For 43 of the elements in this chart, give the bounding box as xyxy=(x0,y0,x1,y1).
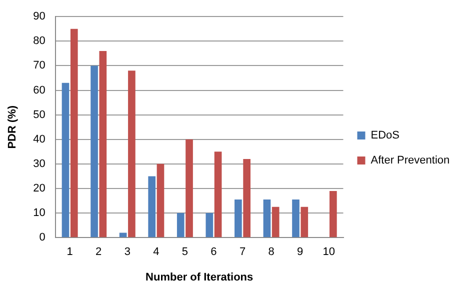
bar xyxy=(214,152,222,238)
bar xyxy=(263,200,271,238)
bar xyxy=(243,159,250,238)
bar xyxy=(206,213,214,238)
x-tick-label: 8 xyxy=(268,246,274,258)
y-tick-label: 0 xyxy=(39,232,46,244)
bar xyxy=(234,200,242,238)
bar xyxy=(119,232,127,238)
bar xyxy=(128,70,136,238)
legend-label: EDoS xyxy=(370,130,400,142)
legend-label: After Prevention xyxy=(370,154,450,167)
bar xyxy=(330,190,337,238)
y-tick-label: 20 xyxy=(33,182,46,195)
y-tick-label: 60 xyxy=(33,84,46,96)
x-axis-title: Number of Iterations xyxy=(146,271,254,284)
bar xyxy=(272,206,280,238)
y-tick-label: 70 xyxy=(33,60,46,72)
bar xyxy=(156,164,164,238)
y-tick-label: 50 xyxy=(33,108,46,121)
y-tick-label: 40 xyxy=(33,133,46,146)
x-tick-label: 2 xyxy=(96,246,102,258)
y-tick-label: 30 xyxy=(33,158,46,170)
bar xyxy=(148,176,156,238)
x-tick-label: 9 xyxy=(297,246,304,258)
y-tick-label: 90 xyxy=(33,10,46,23)
x-tick-label: 3 xyxy=(124,246,130,258)
bar xyxy=(292,200,300,238)
bar xyxy=(62,82,70,238)
x-tick-label: 6 xyxy=(210,246,217,258)
bar xyxy=(90,66,98,238)
bar xyxy=(176,213,184,238)
y-axis-title: PDR (%) xyxy=(6,105,19,149)
x-tick-label: 4 xyxy=(153,246,160,258)
bar xyxy=(70,28,78,238)
x-tick-label: 7 xyxy=(239,246,246,258)
y-tick-label: 10 xyxy=(33,207,46,220)
x-tick-label: 10 xyxy=(322,246,335,258)
bar xyxy=(186,139,193,238)
x-tick-label: 5 xyxy=(182,246,188,258)
x-tick-label: 1 xyxy=(66,246,73,258)
y-tick-label: 80 xyxy=(33,35,46,48)
bar xyxy=(99,50,107,238)
bar xyxy=(300,206,308,238)
